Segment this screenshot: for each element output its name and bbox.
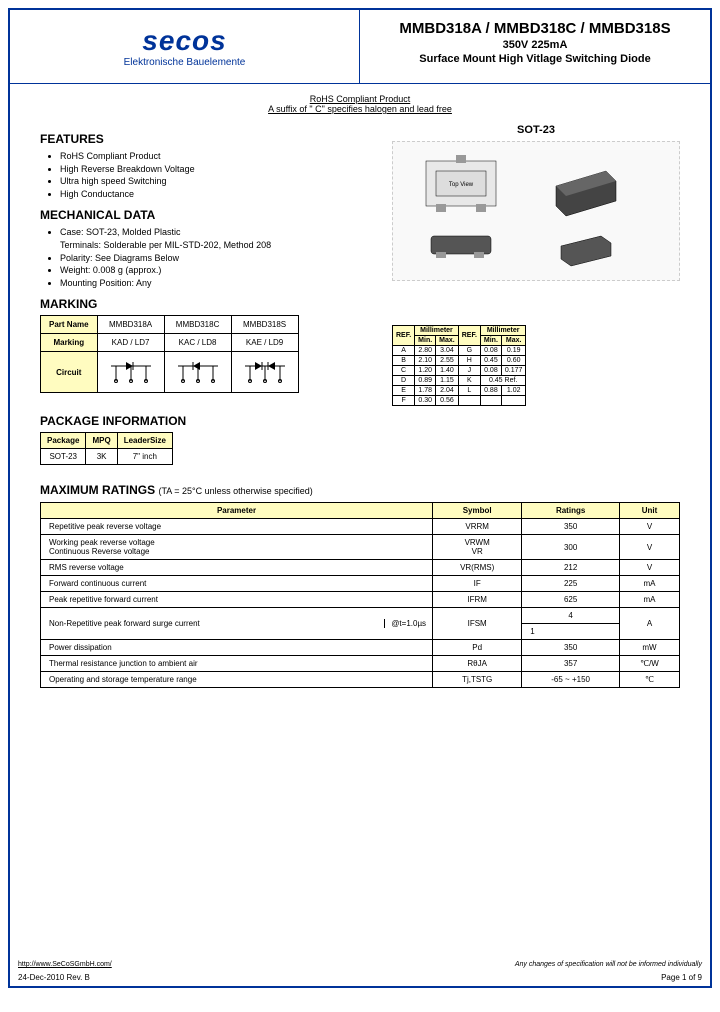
feature-item: High Reverse Breakdown Voltage: [60, 163, 392, 176]
ratings-header: Ratings: [522, 503, 620, 519]
marking-cell: KAC / LD8: [164, 334, 231, 352]
mechanical-title: MECHANICAL DATA: [40, 208, 392, 222]
content: RoHS Compliant Product A suffix of " C" …: [10, 84, 710, 698]
mechanical-item: Weight: 0.008 g (approx.): [60, 264, 392, 277]
marking-cell: KAD / LD7: [97, 334, 164, 352]
pkg-header: MPQ: [86, 433, 117, 449]
dim-header: Millimeter: [415, 326, 459, 336]
ratings-title: MAXIMUM RATINGS (TA = 25°C unless otherw…: [40, 483, 680, 497]
pkg-cell: 7" inch: [117, 449, 172, 465]
marking-header: Marking: [41, 334, 98, 352]
left-column: FEATURES RoHS Compliant Product High Rev…: [40, 124, 392, 289]
circuit-cell: [97, 352, 164, 393]
company-logo: secos: [142, 25, 226, 57]
header: secos Elektronische Bauelemente MMBD318A…: [10, 10, 710, 84]
dim-subheader: Max.: [436, 336, 459, 346]
dim-header: Millimeter: [480, 326, 526, 336]
logo-cell: secos Elektronische Bauelemente: [10, 10, 360, 83]
pkg-header: Package: [41, 433, 86, 449]
ratings-symbol: IFSM: [433, 608, 522, 640]
pkg-cell: SOT-23: [41, 449, 86, 465]
marking-cell: MMBD318A: [97, 316, 164, 334]
marking-cell: MMBD318S: [231, 316, 298, 334]
marking-left: Part Name MMBD318A MMBD318C MMBD318S Mar…: [40, 315, 392, 406]
top-columns: FEATURES RoHS Compliant Product High Rev…: [40, 124, 680, 289]
footer-disclaimer: Any changes of specification will not be…: [515, 961, 702, 968]
pkg-cell: 3K: [86, 449, 117, 465]
company-tagline: Elektronische Bauelemente: [124, 57, 246, 68]
ratings-value: 1: [522, 624, 620, 640]
ratings-header: Symbol: [433, 503, 522, 519]
dim-subheader: Min.: [480, 336, 501, 346]
datasheet-page: secos Elektronische Bauelemente MMBD318A…: [8, 8, 712, 988]
features-list: RoHS Compliant Product High Reverse Brea…: [60, 150, 392, 200]
pkg-header: LeaderSize: [117, 433, 172, 449]
rohs-line1: RoHS Compliant Product: [310, 94, 411, 104]
mechanical-item: Mounting Position: Any: [60, 277, 392, 290]
feature-item: High Conductance: [60, 188, 392, 201]
marking-row: Part Name MMBD318A MMBD318C MMBD318S Mar…: [40, 315, 680, 406]
circuit-cell: [164, 352, 231, 393]
rating-summary: 350V 225mA: [370, 39, 700, 51]
feature-item: RoHS Compliant Product: [60, 150, 392, 163]
footer-url: http://www.SeCoSGmbH.com/: [18, 961, 112, 968]
features-title: FEATURES: [40, 132, 392, 146]
svg-text:Top View: Top View: [449, 182, 474, 188]
dim-header: REF.: [393, 326, 415, 346]
package-info-table: Package MPQ LeaderSize SOT-23 3K 7" inch: [40, 432, 173, 465]
marking-cell: MMBD318C: [164, 316, 231, 334]
rohs-line2: A suffix of " C" specifies halogen and l…: [268, 104, 452, 114]
surge-param: Non-Repetitive peak forward surge curren…: [49, 619, 200, 628]
dimensions-table: REF. Millimeter REF. Millimeter Min. Max…: [392, 325, 526, 406]
product-description: Surface Mount High Vitlage Switching Dio…: [370, 53, 700, 65]
rohs-note: RoHS Compliant Product A suffix of " C" …: [40, 94, 680, 114]
ratings-header: Unit: [619, 503, 679, 519]
circuit-cell: [231, 352, 298, 393]
ratings-title-text: MAXIMUM RATINGS: [40, 483, 155, 497]
footer: 24-Dec-2010 Rev. B Page 1 of 9: [10, 971, 710, 984]
footer-date: 24-Dec-2010 Rev. B: [18, 973, 90, 982]
feature-item: Ultra high speed Switching: [60, 175, 392, 188]
dim-subheader: Max.: [501, 336, 526, 346]
package-diagram: Top View: [392, 141, 680, 281]
ratings-table: Parameter Symbol Ratings Unit Repetitive…: [40, 502, 680, 688]
package-label: SOT-23: [392, 124, 680, 136]
pkg-info-title: PACKAGE INFORMATION: [40, 414, 680, 428]
marking-header: Part Name: [41, 316, 98, 334]
mechanical-item: Case: SOT-23, Molded Plastic Terminals: …: [60, 226, 392, 251]
ratings-param: Non-Repetitive peak forward surge curren…: [41, 608, 433, 640]
footer-page: Page 1 of 9: [661, 973, 702, 982]
ratings-value: 4: [522, 608, 620, 624]
ratings-header: Parameter: [41, 503, 433, 519]
dim-subheader: Min.: [415, 336, 436, 346]
marking-header: Circuit: [41, 352, 98, 393]
dim-header: REF.: [458, 326, 480, 346]
dimensions-col: REF. Millimeter REF. Millimeter Min. Max…: [392, 315, 680, 406]
part-numbers: MMBD318A / MMBD318C / MMBD318S: [370, 20, 700, 37]
marking-cell: KAE / LD9: [231, 334, 298, 352]
right-column: SOT-23 Top View: [392, 124, 680, 289]
mechanical-item: Polarity: See Diagrams Below: [60, 252, 392, 265]
marking-title: MARKING: [40, 297, 680, 311]
title-cell: MMBD318A / MMBD318C / MMBD318S 350V 225m…: [360, 10, 710, 83]
surge-cond: @t=1.0µs: [384, 619, 426, 628]
mechanical-list: Case: SOT-23, Molded Plastic Terminals: …: [60, 226, 392, 289]
marking-table: Part Name MMBD318A MMBD318C MMBD318S Mar…: [40, 315, 299, 393]
ratings-note: (TA = 25°C unless otherwise specified): [158, 486, 312, 496]
ratings-unit: A: [619, 608, 679, 640]
